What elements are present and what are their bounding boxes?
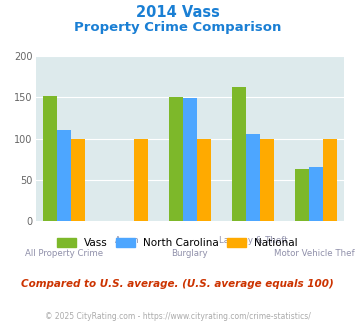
Bar: [134, 139, 148, 221]
Bar: [295, 169, 309, 221]
Bar: [309, 167, 323, 221]
Bar: [71, 139, 84, 221]
Bar: [323, 139, 337, 221]
Bar: [260, 139, 274, 221]
Text: Larceny & Theft: Larceny & Theft: [219, 236, 287, 245]
Text: 2014 Vass: 2014 Vass: [136, 5, 219, 20]
Bar: [57, 130, 71, 221]
Bar: [232, 86, 246, 221]
Text: © 2025 CityRating.com - https://www.cityrating.com/crime-statistics/: © 2025 CityRating.com - https://www.city…: [45, 312, 310, 321]
Bar: [197, 139, 211, 221]
Bar: [43, 96, 57, 221]
Text: All Property Crime: All Property Crime: [25, 249, 103, 258]
Text: Compared to U.S. average. (U.S. average equals 100): Compared to U.S. average. (U.S. average …: [21, 279, 334, 289]
Bar: [183, 98, 197, 221]
Text: Burglary: Burglary: [171, 249, 208, 258]
Text: Arson: Arson: [115, 236, 139, 245]
Text: Motor Vehicle Theft: Motor Vehicle Theft: [274, 249, 355, 258]
Text: Property Crime Comparison: Property Crime Comparison: [74, 21, 281, 34]
Legend: Vass, North Carolina, National: Vass, North Carolina, National: [57, 238, 298, 248]
Bar: [246, 134, 260, 221]
Bar: [169, 97, 183, 221]
